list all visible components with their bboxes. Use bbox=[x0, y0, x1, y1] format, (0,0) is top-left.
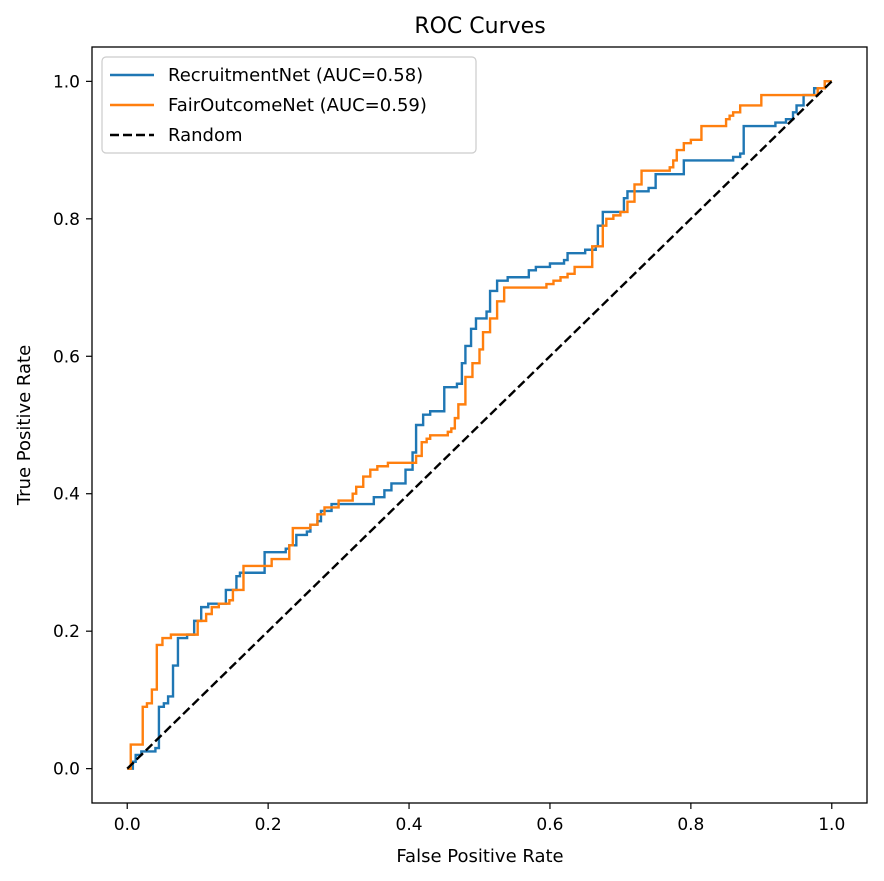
x-tick-label: 1.0 bbox=[818, 815, 845, 835]
x-tick-label: 0.8 bbox=[677, 815, 704, 835]
series-line-1 bbox=[127, 80, 832, 770]
y-axis-label: True Positive Rate bbox=[14, 345, 35, 506]
legend-label-2: Random bbox=[168, 125, 243, 146]
legend-label-1: FairOutcomeNet (AUC=0.59) bbox=[168, 95, 427, 116]
chart-title: ROC Curves bbox=[414, 14, 545, 39]
x-axis-label: False Positive Rate bbox=[396, 846, 563, 867]
y-tick-label: 0.6 bbox=[53, 347, 80, 367]
plot-frame bbox=[91, 46, 868, 804]
legend-label-0: RecruitmentNet (AUC=0.58) bbox=[168, 65, 423, 86]
y-tick-label: 0.4 bbox=[53, 485, 80, 505]
y-tick-label: 0.2 bbox=[53, 622, 80, 642]
y-tick-label: 1.0 bbox=[53, 72, 80, 92]
x-tick-label: 0.4 bbox=[396, 815, 423, 835]
y-tick-label: 0.0 bbox=[53, 760, 80, 780]
legend: RecruitmentNet (AUC=0.58) FairOutcomeNet … bbox=[101, 56, 477, 154]
legend-box bbox=[101, 56, 477, 154]
plot-area bbox=[126, 80, 833, 770]
series-line-2 bbox=[126, 80, 833, 770]
x-tick-label: 0.2 bbox=[255, 815, 282, 835]
y-tick-label: 0.8 bbox=[53, 210, 80, 230]
x-tick-label: 0.0 bbox=[114, 815, 141, 835]
axes: 0.0 0.2 0.4 0.6 0.8 1.0 0.0 0.2 0.4 0.6 0.8 1.0 bbox=[53, 72, 845, 835]
x-tick-label: 0.6 bbox=[536, 815, 563, 835]
